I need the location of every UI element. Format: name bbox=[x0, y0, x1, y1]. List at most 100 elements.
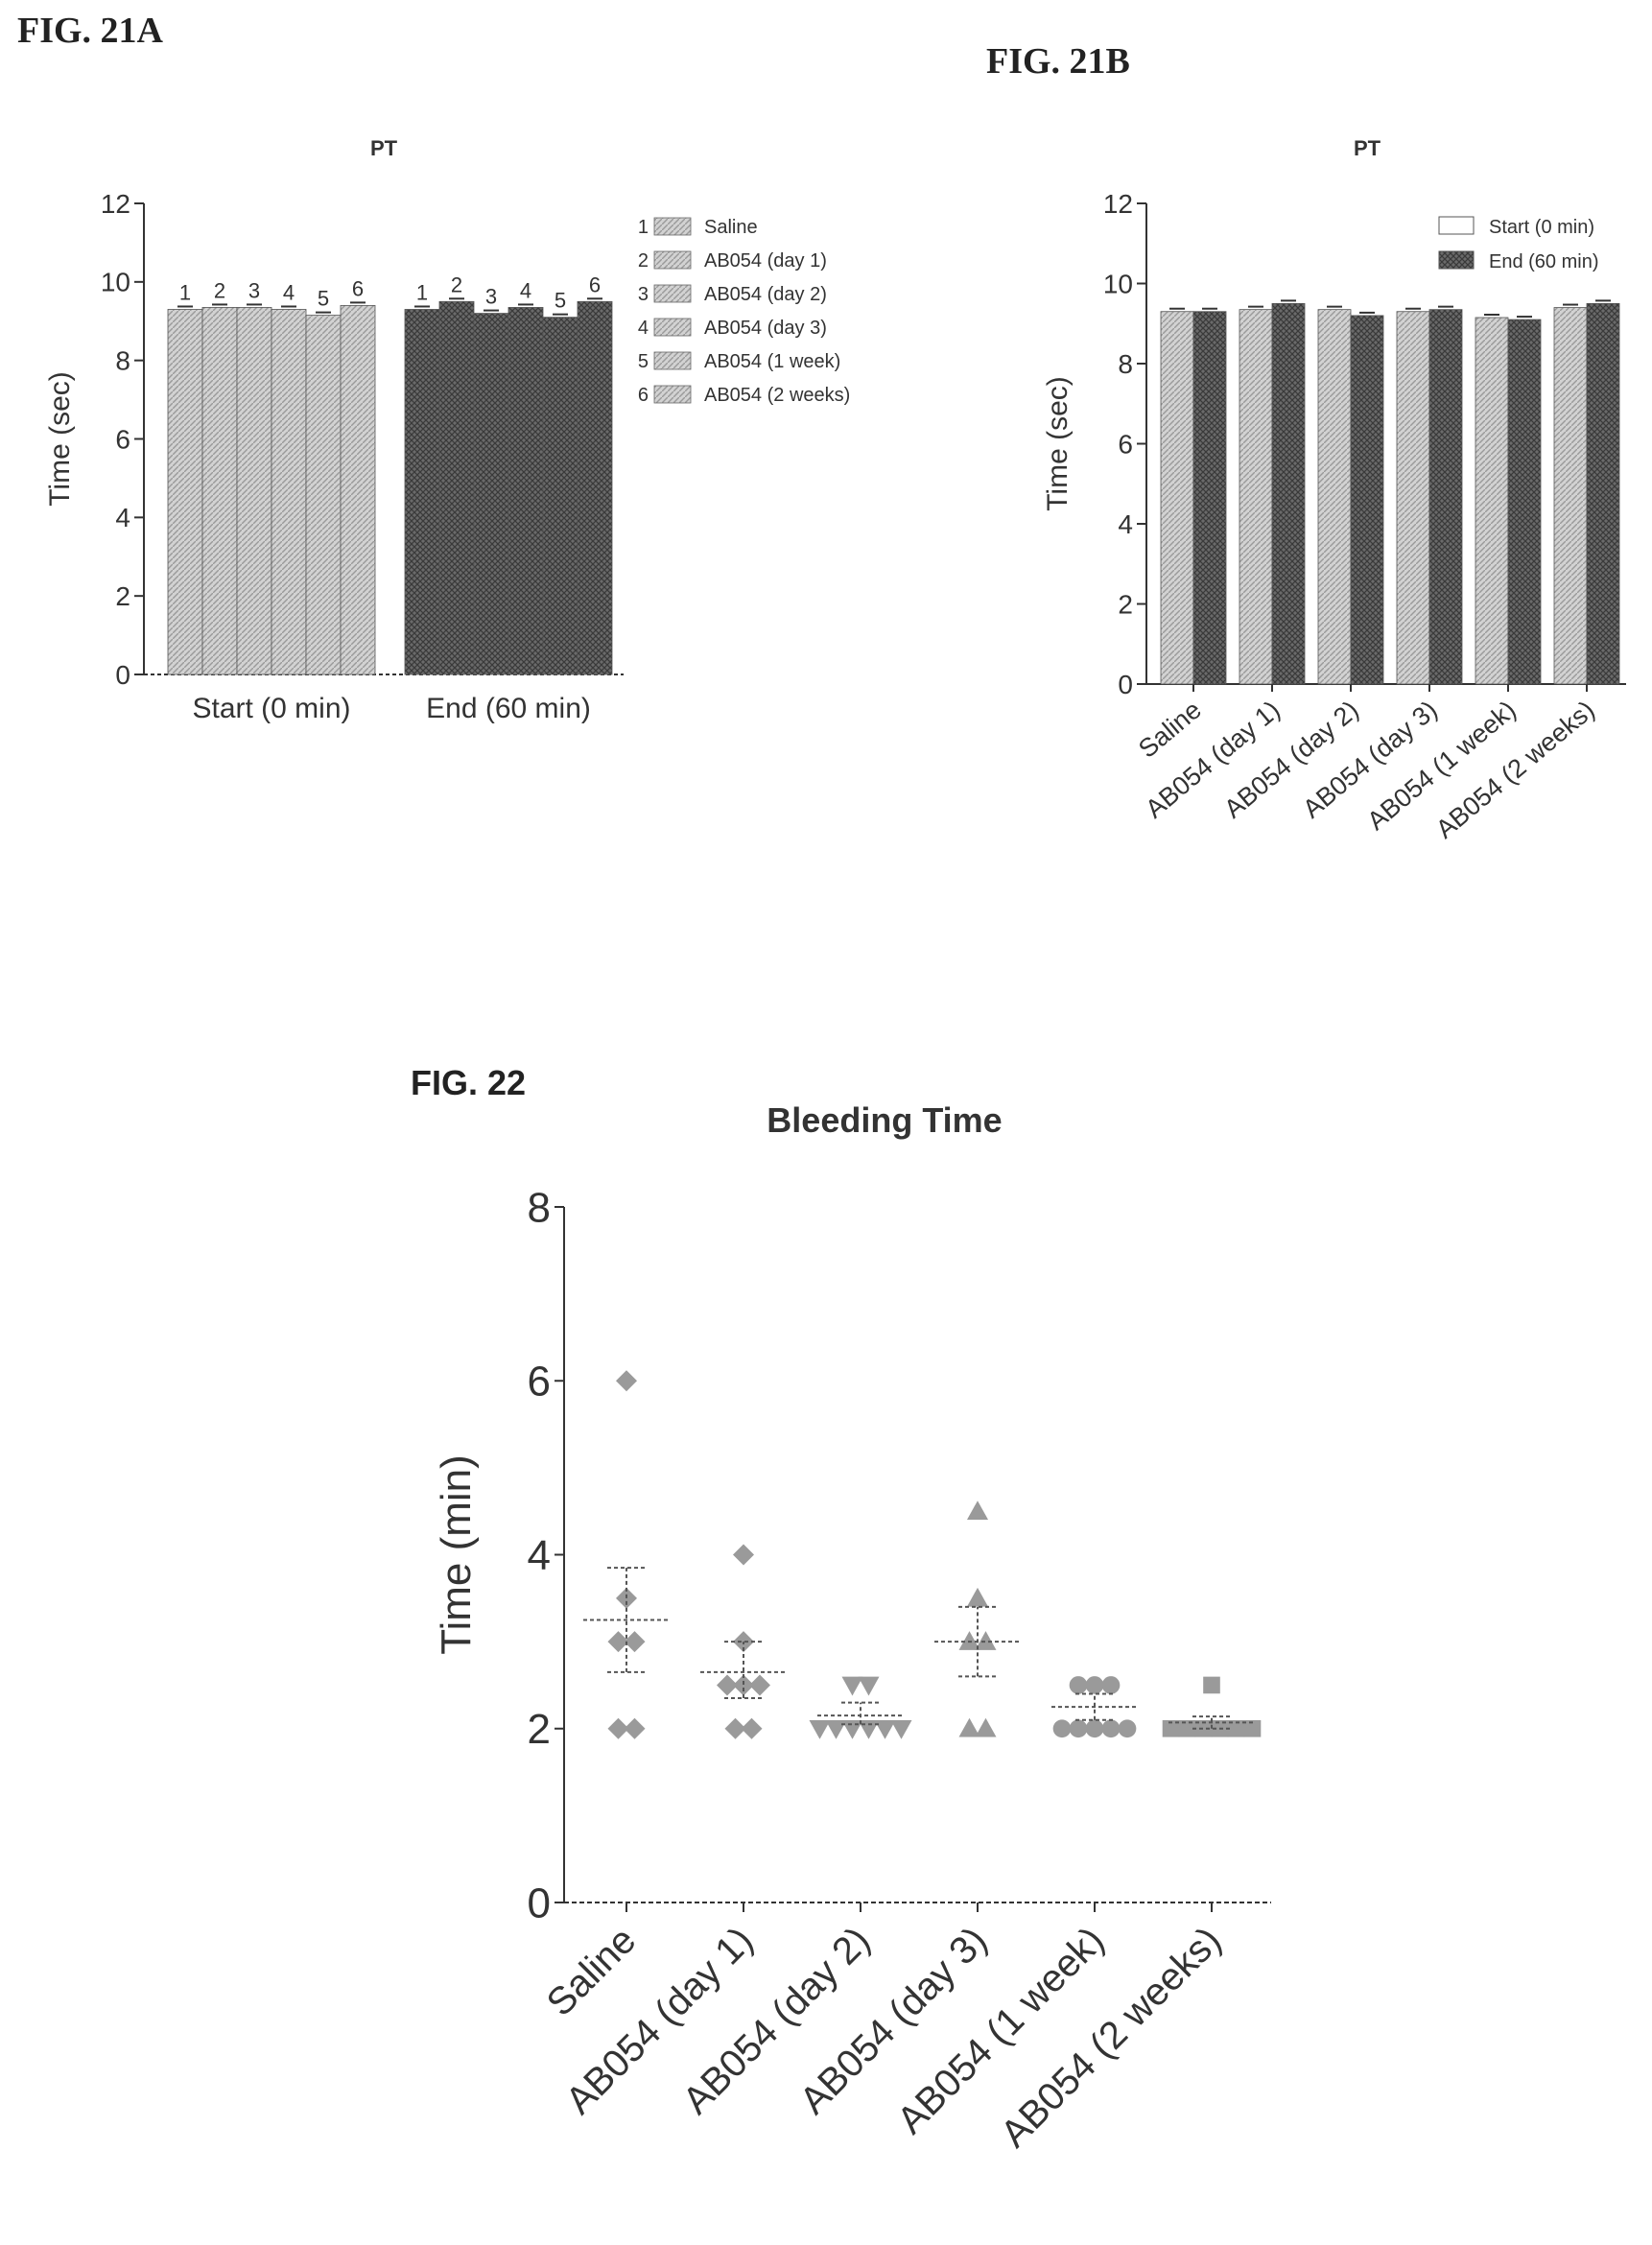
fig21a-bar bbox=[473, 313, 509, 675]
fig22-x-tick-label: AB054 (1 week) bbox=[889, 1919, 1112, 2141]
fig22-data-point bbox=[1085, 1719, 1104, 1738]
fig22-data-point bbox=[724, 1717, 746, 1739]
fig21a-y-tick-label: 0 bbox=[115, 660, 130, 690]
fig21a-legend-label: AB054 (day 3) bbox=[704, 318, 827, 339]
fig21a-bar-number: 5 bbox=[318, 287, 329, 311]
fig21a-y-axis-label: Time (sec) bbox=[44, 371, 76, 507]
fig21a-bar-number: 4 bbox=[520, 278, 531, 302]
fig22-data-point bbox=[624, 1631, 646, 1653]
fig22-data-point bbox=[733, 1544, 754, 1566]
fig22-data-point bbox=[1194, 1719, 1213, 1737]
fig22-y-tick-label: 8 bbox=[528, 1184, 551, 1231]
fig21a-bar bbox=[404, 309, 440, 675]
fig21b-legend-label: Start (0 min) bbox=[1489, 217, 1594, 238]
fig22-data-point bbox=[958, 1631, 980, 1650]
fig22-data-point bbox=[1118, 1719, 1137, 1738]
fig21b-x-tick-label: AB054 (day 3) bbox=[1297, 696, 1443, 824]
fig22-data-point bbox=[741, 1717, 763, 1739]
fig22-y-axis-label: Time (min) bbox=[433, 1454, 480, 1655]
fig22-data-point bbox=[1069, 1676, 1088, 1694]
fig21a-y-tick-label: 10 bbox=[101, 268, 130, 297]
fig22-data-point bbox=[1162, 1719, 1180, 1737]
fig22-data-point bbox=[975, 1717, 997, 1737]
fig21a-y-tick-label: 4 bbox=[115, 503, 130, 532]
fig22-data-point bbox=[841, 1676, 863, 1696]
fig21b-bar bbox=[1586, 302, 1620, 685]
fig21b-bar bbox=[1160, 311, 1194, 685]
fig21a-legend-swatch bbox=[653, 284, 692, 303]
chart-fig22: Bleeding Time 0 2 4 6 8 Time (min) Saline AB054 … bbox=[433, 1100, 1271, 2156]
fig22-data-point bbox=[1227, 1719, 1245, 1737]
fig21b-y-tick-label: 8 bbox=[1118, 349, 1133, 379]
fig22-data-point bbox=[624, 1717, 646, 1739]
fig21b-legend-label: End (60 min) bbox=[1489, 251, 1599, 272]
fig22-data-point bbox=[749, 1674, 770, 1696]
fig21a-legend-swatch bbox=[653, 217, 692, 236]
fig21a-legend-swatch bbox=[653, 351, 692, 370]
fig22-x-tick-label: AB054 (2 weeks) bbox=[993, 1919, 1229, 2155]
fig21a-bar bbox=[236, 307, 272, 675]
fig21a-bar bbox=[305, 315, 342, 675]
fig22-x-tick-label: Saline bbox=[539, 1919, 645, 2024]
fig22-data-point bbox=[975, 1631, 997, 1650]
fig21b-y-tick-label: 4 bbox=[1118, 509, 1133, 539]
fig22-label: FIG. 22 bbox=[411, 1063, 527, 1102]
fig22-data-point bbox=[1101, 1719, 1121, 1738]
fig21a-legend-label: AB054 (1 week) bbox=[704, 351, 840, 372]
fig21b-bar bbox=[1350, 315, 1384, 685]
fig21a-legend-number: 3 bbox=[638, 284, 649, 305]
fig22-data-point bbox=[733, 1674, 754, 1696]
fig21b-bar bbox=[1271, 302, 1306, 685]
fig21a-legend-label: AB054 (day 1) bbox=[704, 250, 827, 272]
fig21a-y-tick-label: 8 bbox=[115, 345, 130, 375]
fig21a-legend-number: 1 bbox=[638, 217, 649, 238]
fig21a-bar bbox=[438, 300, 475, 675]
fig21a-y-tick-label: 12 bbox=[101, 189, 130, 219]
fig21b-bar bbox=[1553, 307, 1588, 685]
fig21a-bar-number: 3 bbox=[485, 285, 497, 309]
fig22-data-point bbox=[1069, 1719, 1088, 1738]
fig21b-legend-swatch bbox=[1438, 216, 1475, 235]
fig22-data-point bbox=[967, 1587, 988, 1607]
fig22-data-point bbox=[1203, 1676, 1220, 1694]
fig21a-label: FIG. 21A bbox=[17, 11, 163, 51]
fig21a-legend-number: 4 bbox=[638, 318, 649, 339]
fig22-data-point bbox=[1052, 1719, 1072, 1738]
fig22-data-point bbox=[890, 1719, 912, 1739]
fig21a-y-tick-label: 6 bbox=[115, 424, 130, 454]
fig21a-bar-number: 4 bbox=[283, 280, 295, 304]
fig22-data-point bbox=[874, 1719, 896, 1739]
fig21b-y-axis-label: Time (sec) bbox=[1042, 376, 1074, 511]
fig21a-bar-number: 2 bbox=[451, 272, 462, 296]
fig22-data-point bbox=[616, 1370, 637, 1392]
fig21b-y-tick-label: 6 bbox=[1118, 429, 1133, 459]
fig22-y-tick-label: 6 bbox=[528, 1359, 551, 1406]
fig22-data-point bbox=[958, 1717, 980, 1737]
fig22-data-point bbox=[1101, 1676, 1121, 1694]
fig21b-x-tick-label: AB054 (day 1) bbox=[1140, 696, 1286, 824]
fig21a-legend-label: AB054 (2 weeks) bbox=[704, 385, 850, 406]
fig21a-legend-number: 2 bbox=[638, 250, 649, 272]
fig22-data-point bbox=[607, 1717, 629, 1739]
fig21b-title: PT bbox=[1354, 136, 1381, 160]
fig21b-y-tick-label: 0 bbox=[1118, 670, 1133, 699]
fig21a-x-tick-label: End (60 min) bbox=[426, 693, 591, 724]
fig21a-legend-label: Saline bbox=[704, 217, 758, 238]
fig21a-bar bbox=[542, 317, 578, 675]
fig21b-y-tick-label: 12 bbox=[1103, 189, 1133, 219]
fig22-data-point bbox=[1178, 1719, 1196, 1737]
fig22-data-point bbox=[967, 1501, 988, 1520]
fig21a-bar-number: 1 bbox=[179, 280, 191, 304]
fig21b-bar bbox=[1317, 309, 1352, 685]
fig22-data-point bbox=[607, 1631, 629, 1653]
fig21a-legend-swatch bbox=[653, 318, 692, 337]
fig21b-bar bbox=[1239, 309, 1273, 685]
fig22-data-point bbox=[717, 1674, 738, 1696]
fig21b-label: FIG. 21B bbox=[986, 41, 1130, 82]
fig21b-x-tick-label: AB054 (day 2) bbox=[1218, 696, 1364, 824]
fig21b-bar bbox=[1475, 317, 1509, 685]
fig21a-bar bbox=[340, 304, 376, 675]
